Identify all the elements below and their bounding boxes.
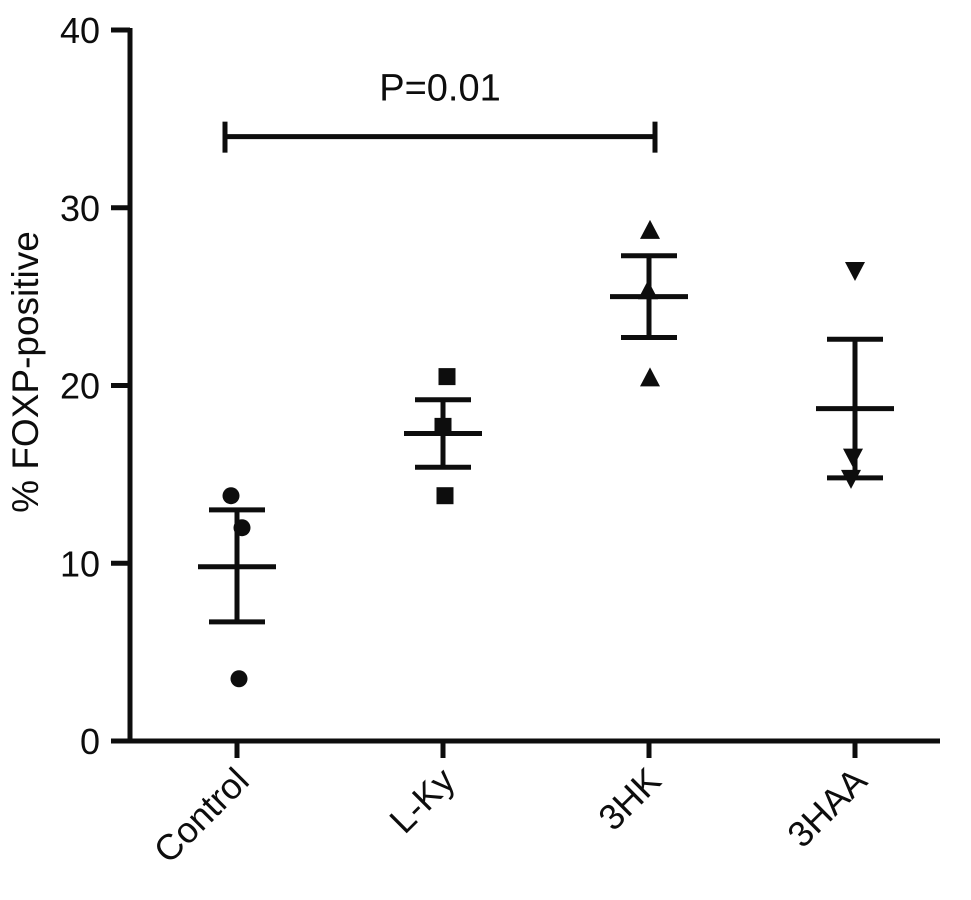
y-tick-label: 20 [60, 366, 100, 407]
data-point-circle [230, 670, 248, 688]
data-point-triangle-up [638, 280, 658, 300]
data-point-triangle-up [640, 367, 660, 387]
y-tick-label: 10 [60, 543, 100, 584]
y-tick-label: 0 [80, 721, 100, 762]
y-tick-label: 30 [60, 188, 100, 229]
data-point-triangle-down [843, 448, 863, 468]
x-category-label: 3HAA [779, 760, 874, 855]
data-point-circle [233, 519, 251, 537]
x-category-label: L-Ky [381, 760, 462, 841]
p-value-label: P=0.01 [379, 68, 501, 110]
data-point-square [436, 487, 454, 505]
data-point-triangle-down [845, 261, 865, 281]
data-point-circle [222, 487, 240, 505]
data-point-triangle-down [841, 469, 861, 489]
y-axis-title: % FOXP-positive [5, 231, 46, 513]
data-point-triangle-up [640, 219, 660, 239]
x-category-label: Control [146, 760, 257, 871]
data-point-square [434, 417, 452, 435]
x-category-label: 3HK [590, 760, 669, 839]
y-tick-label: 40 [60, 10, 100, 51]
data-point-square [438, 368, 456, 386]
